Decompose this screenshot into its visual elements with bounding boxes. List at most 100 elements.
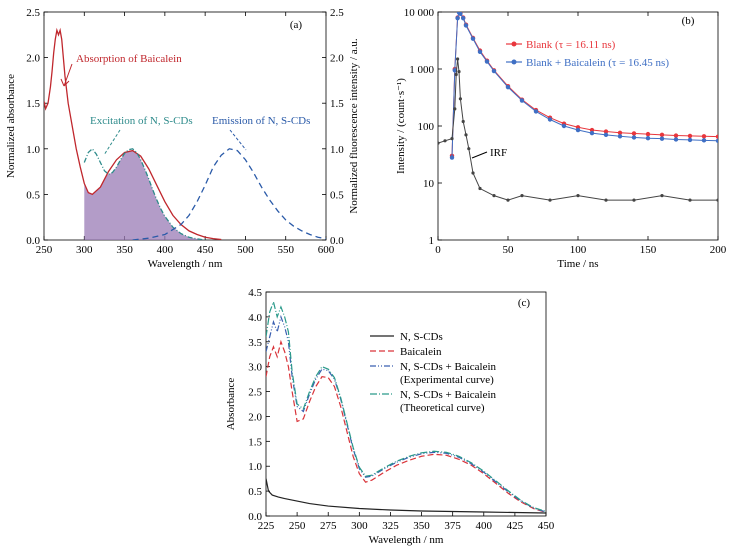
panel-label: (b)	[682, 15, 695, 27]
x-tick-label: 375	[444, 520, 461, 532]
x-tick-label: 100	[570, 244, 587, 256]
data-point	[453, 107, 457, 111]
data-point	[659, 132, 665, 138]
data-point	[617, 130, 623, 135]
series-line-0	[266, 478, 546, 514]
legend-label: N, S-CDs + Baicalein	[400, 389, 497, 401]
data-point	[491, 68, 497, 74]
data-point	[450, 137, 454, 141]
data-point	[617, 134, 623, 139]
data-point	[484, 59, 490, 64]
x-tick-label: 450	[538, 520, 555, 532]
data-point	[701, 138, 707, 143]
data-point	[548, 198, 552, 202]
data-point	[589, 127, 595, 133]
annotation-label: Absorption of Baicalein	[76, 53, 182, 65]
data-point	[463, 23, 469, 28]
y2-tick-label: 0.0	[330, 235, 344, 247]
x-axis-label: Wavelength / nm	[148, 258, 223, 270]
data-point	[505, 84, 511, 90]
data-point	[645, 136, 651, 141]
data-point	[467, 147, 471, 151]
annotation-arrow	[103, 129, 121, 156]
x-tick-label: 400	[157, 244, 174, 256]
data-point	[631, 135, 637, 140]
y-tick-label: 0.0	[248, 511, 262, 523]
y-tick-label: 2.5	[248, 387, 262, 399]
x-tick-label: 350	[116, 244, 133, 256]
legend-label: Blank + Baicalein (τ = 16.45 ns)	[526, 57, 669, 69]
x-tick-label: 0	[435, 244, 441, 256]
x-tick-label: 350	[413, 520, 430, 532]
y-tick-label: 1.0	[26, 144, 40, 156]
data-point	[454, 72, 458, 77]
y2-tick-label: 1.0	[330, 144, 344, 156]
y-tick-label: 2.0	[248, 411, 262, 423]
x-tick-label: 425	[507, 520, 524, 532]
y-tick-label: 10	[423, 178, 435, 190]
y-tick-label: 1	[429, 235, 435, 247]
x-axis-label: Wavelength / nm	[369, 534, 444, 546]
series-line-2	[132, 148, 326, 240]
x-tick-label: 500	[237, 244, 254, 256]
x-tick-label: 250	[36, 244, 53, 256]
data-point	[520, 194, 524, 198]
data-point	[477, 49, 483, 55]
data-point	[461, 15, 466, 21]
series-line-3	[266, 299, 546, 513]
data-point	[506, 198, 510, 202]
data-point	[561, 123, 567, 129]
y-tick-label: 100	[418, 121, 435, 133]
data-point	[715, 134, 718, 139]
legend-label: N, S-CDs + Baicalein	[400, 361, 497, 373]
data-point	[461, 119, 465, 124]
y-axis-label: Normalized absorbance	[5, 74, 17, 178]
data-point	[478, 186, 482, 191]
overlap-area	[84, 150, 206, 240]
x-tick-label: 300	[76, 244, 93, 256]
data-point	[533, 109, 539, 114]
annotation-label: IRF	[490, 147, 507, 159]
panel-a: 250 300 350 400 450 500 550 6000.00.51.01.52.02…	[5, 7, 360, 270]
data-point	[673, 133, 679, 138]
data-point	[632, 198, 636, 202]
data-point	[673, 137, 679, 142]
panel-label: (c)	[518, 297, 531, 309]
data-point	[458, 12, 463, 16]
data-point	[576, 194, 580, 198]
legend-label: Baicalein	[400, 346, 442, 358]
data-point	[492, 194, 496, 198]
data-point	[456, 57, 460, 61]
x-tick-label: 550	[277, 244, 294, 256]
y-tick-label: 4.0	[248, 312, 262, 324]
data-point	[603, 129, 609, 134]
data-point	[688, 198, 692, 202]
data-point	[701, 134, 707, 139]
data-point	[604, 198, 608, 202]
y-tick-label: 1 000	[409, 64, 434, 76]
legend-label: N, S-CDs	[400, 331, 443, 343]
y-tick-label: 1.0	[248, 461, 262, 473]
data-point	[458, 97, 462, 101]
data-point	[457, 70, 461, 74]
legend-label: (Experimental curve)	[400, 374, 494, 386]
y-tick-label: 2.5	[26, 7, 40, 19]
data-point	[452, 68, 457, 73]
x-tick-label: 275	[320, 520, 337, 532]
data-point	[547, 117, 553, 122]
legend-marker	[511, 59, 517, 65]
y-tick-label: 1.5	[26, 98, 40, 110]
panel-c: 225 250 275 300 325 350 375 400 425 450 0.0 0.5 1.0 1…	[225, 287, 555, 546]
series-line-1	[83, 147, 206, 240]
data-point	[687, 133, 693, 139]
x-tick-label: 400	[476, 520, 493, 532]
y-tick-label: 3.0	[248, 362, 262, 374]
x-tick-label: 450	[197, 244, 214, 256]
data-point	[631, 131, 637, 136]
y-tick-label: 3.5	[248, 337, 262, 349]
data-point	[519, 98, 525, 103]
data-point	[603, 132, 609, 138]
y-tick-label: 4.5	[248, 287, 262, 299]
y-axis-label: Absorbance	[225, 378, 237, 431]
